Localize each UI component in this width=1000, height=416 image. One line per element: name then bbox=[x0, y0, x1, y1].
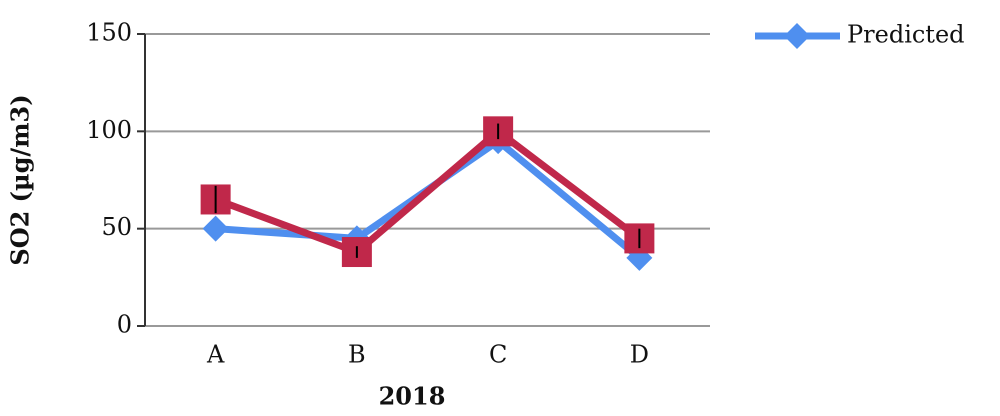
y-tick-label: 0 bbox=[117, 311, 132, 339]
y-tick-label: 150 bbox=[86, 19, 132, 47]
series-line bbox=[215, 137, 642, 261]
x-tick-label: B bbox=[348, 341, 366, 369]
y-tick-label: 50 bbox=[101, 213, 132, 241]
legend-label: Predicted bbox=[847, 21, 965, 49]
y-axis-title: SO2 (µg/m3) bbox=[6, 94, 35, 265]
marker bbox=[202, 215, 229, 242]
legend-marker bbox=[784, 23, 810, 49]
x-tick-label: A bbox=[206, 341, 225, 369]
x-tick-label: C bbox=[489, 341, 507, 369]
y-tick-label: 100 bbox=[86, 116, 132, 144]
x-axis-title: 2018 bbox=[379, 382, 446, 411]
series-line bbox=[214, 127, 642, 256]
x-tick-label: D bbox=[630, 341, 649, 369]
